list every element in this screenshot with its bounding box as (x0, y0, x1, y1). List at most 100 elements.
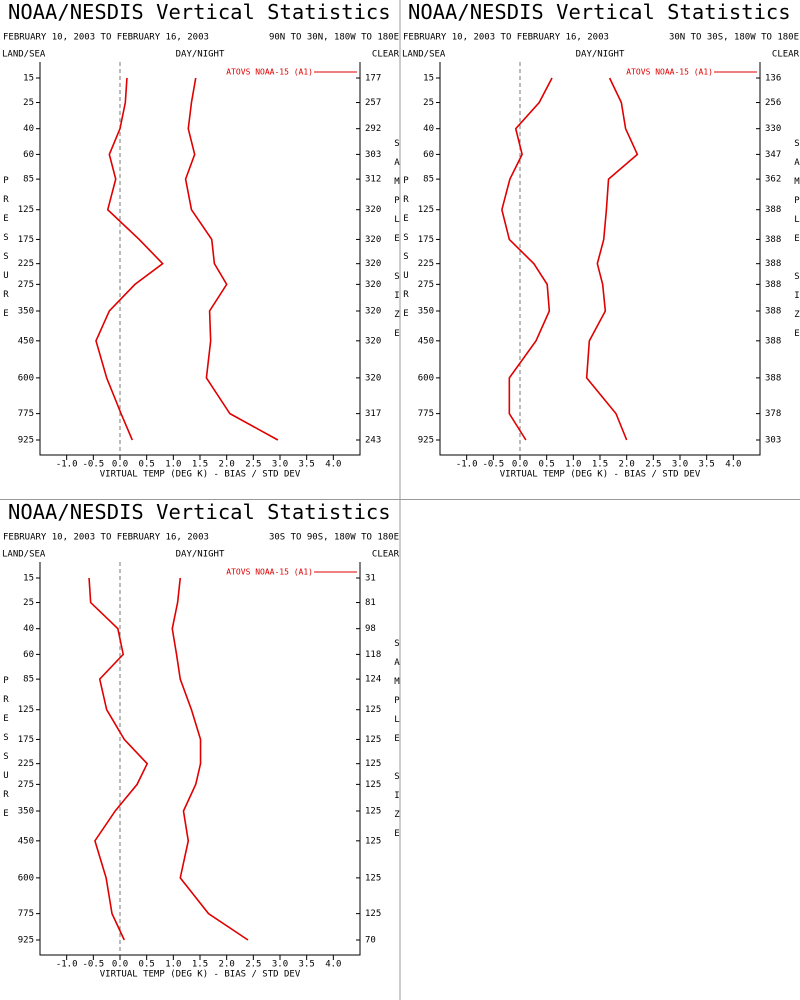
y-axis-label: PRESSURE (1, 176, 11, 328)
y-axis-label: PRESSURE (401, 176, 411, 328)
sample-size-label: 257 (365, 98, 381, 108)
y-tick-label: 225 (418, 259, 434, 269)
sample-size-label: 388 (765, 306, 781, 316)
x-tick-label: 2.5 (645, 460, 661, 470)
y-tick-label: 25 (23, 598, 34, 608)
x-tick-label: 2.0 (219, 460, 235, 470)
sample-size-label: 320 (365, 373, 381, 383)
land-sea-label: LAND/SEA (2, 550, 46, 560)
series-line (184, 77, 279, 441)
x-tick-label: -0.5 (82, 960, 104, 970)
sample-size-label: 362 (765, 175, 781, 185)
sample-size-label: 320 (365, 235, 381, 245)
sample-size-label: 378 (765, 409, 781, 419)
y-tick-label: 125 (18, 205, 34, 215)
region: 30S TO 90S, 180W TO 180E (269, 533, 399, 543)
sample-size-label: 320 (365, 306, 381, 316)
y-tick-label: 775 (418, 409, 434, 419)
x-tick-label: 2.5 (245, 960, 261, 970)
y-tick-label: 175 (18, 235, 34, 245)
sample-size-label: 388 (765, 205, 781, 215)
y-tick-label: 450 (18, 836, 34, 846)
x-tick-label: 1.5 (192, 460, 208, 470)
sample-size-label: 70 (365, 936, 376, 946)
series-line (88, 577, 149, 941)
sample-size-label: 177 (365, 74, 381, 84)
x-tick-label: 3.0 (272, 460, 288, 470)
y-tick-label: 125 (18, 705, 34, 715)
sample-size-label: 125 (365, 759, 381, 769)
sample-size-label: 125 (365, 780, 381, 790)
day-night-label: DAY/NIGHT (176, 50, 225, 60)
series-line (171, 577, 249, 941)
subtitle: FEBRUARY 10, 2003 TO FEBRUARY 16, 2003 (3, 33, 209, 43)
sample-size-label: 303 (765, 436, 781, 446)
y-axis-label: PRESSURE (1, 676, 11, 828)
sample-size-label: 124 (365, 675, 381, 685)
clear-label: CLEAR (372, 550, 400, 560)
y-tick-label: 15 (23, 74, 34, 84)
x-tick-label: 0.5 (139, 960, 155, 970)
y-tick-label: 925 (18, 936, 34, 946)
sample-size-label: 388 (765, 235, 781, 245)
y-tick-label: 85 (23, 675, 34, 685)
x-tick-label: 1.0 (165, 460, 181, 470)
sample-size-label: 136 (765, 74, 781, 84)
series-line (501, 77, 553, 441)
series-line (585, 77, 639, 441)
day-night-label: DAY/NIGHT (576, 50, 625, 60)
y-tick-label: 350 (18, 306, 34, 316)
land-sea-label: LAND/SEA (402, 50, 446, 60)
sample-size-label: 125 (365, 735, 381, 745)
subtitle: FEBRUARY 10, 2003 TO FEBRUARY 16, 2003 (403, 33, 609, 43)
y-tick-label: 40 (23, 624, 34, 634)
sample-size-label: 31 (365, 574, 376, 584)
sample-size-label: 388 (765, 373, 781, 383)
legend-label: ATOVS NOAA-15 (A1) (626, 68, 713, 77)
y-tick-label: 275 (18, 280, 34, 290)
x-axis-label: VIRTUAL TEMP (DEG K) - BIAS / STD DEV (100, 470, 301, 480)
x-tick-label: -1.0 (56, 460, 78, 470)
x-tick-label: -0.5 (82, 460, 104, 470)
sample-size-label: 303 (365, 150, 381, 160)
x-tick-label: 4.0 (325, 960, 341, 970)
sample-size-label: 320 (365, 280, 381, 290)
x-tick-label: 0.0 (112, 460, 128, 470)
clear-label: CLEAR (372, 50, 400, 60)
x-axis-label: VIRTUAL TEMP (DEG K) - BIAS / STD DEV (100, 970, 301, 980)
x-tick-label: 2.0 (219, 960, 235, 970)
y-tick-label: 15 (23, 574, 34, 584)
y-tick-label: 85 (23, 175, 34, 185)
x-tick-label: 0.5 (539, 460, 555, 470)
y-tick-label: 775 (18, 909, 34, 919)
series-line (95, 77, 164, 441)
y-tick-label: 40 (423, 124, 434, 134)
y-tick-label: 60 (23, 150, 34, 160)
y-tick-label: 600 (18, 373, 34, 383)
sample-size-label: 125 (365, 873, 381, 883)
clear-label: CLEAR (772, 50, 800, 60)
sample-size-label: 125 (365, 909, 381, 919)
y-tick-label: 450 (18, 336, 34, 346)
y-tick-label: 25 (423, 98, 434, 108)
sample-size-label: 320 (365, 205, 381, 215)
sample-size-label: 388 (765, 336, 781, 346)
y-tick-label: 125 (418, 205, 434, 215)
x-tick-label: 3.5 (299, 960, 315, 970)
y-tick-label: 40 (23, 124, 34, 134)
x-tick-label: 3.5 (699, 460, 715, 470)
y-tick-label: 175 (18, 735, 34, 745)
x-tick-label: 0.0 (112, 960, 128, 970)
x-axis-label: VIRTUAL TEMP (DEG K) - BIAS / STD DEV (500, 470, 701, 480)
x-tick-label: 1.5 (592, 460, 608, 470)
sample-size-label: 292 (365, 124, 381, 134)
y-tick-label: 275 (18, 780, 34, 790)
chart-title: NOAA/NESDIS Vertical Statistics (8, 0, 391, 24)
sample-size-label: 320 (365, 336, 381, 346)
y-tick-label: 175 (418, 235, 434, 245)
x-tick-label: 3.5 (299, 460, 315, 470)
sample-size-label: 312 (365, 175, 381, 185)
chart-title: NOAA/NESDIS Vertical Statistics (8, 500, 391, 524)
y-tick-label: 925 (418, 436, 434, 446)
